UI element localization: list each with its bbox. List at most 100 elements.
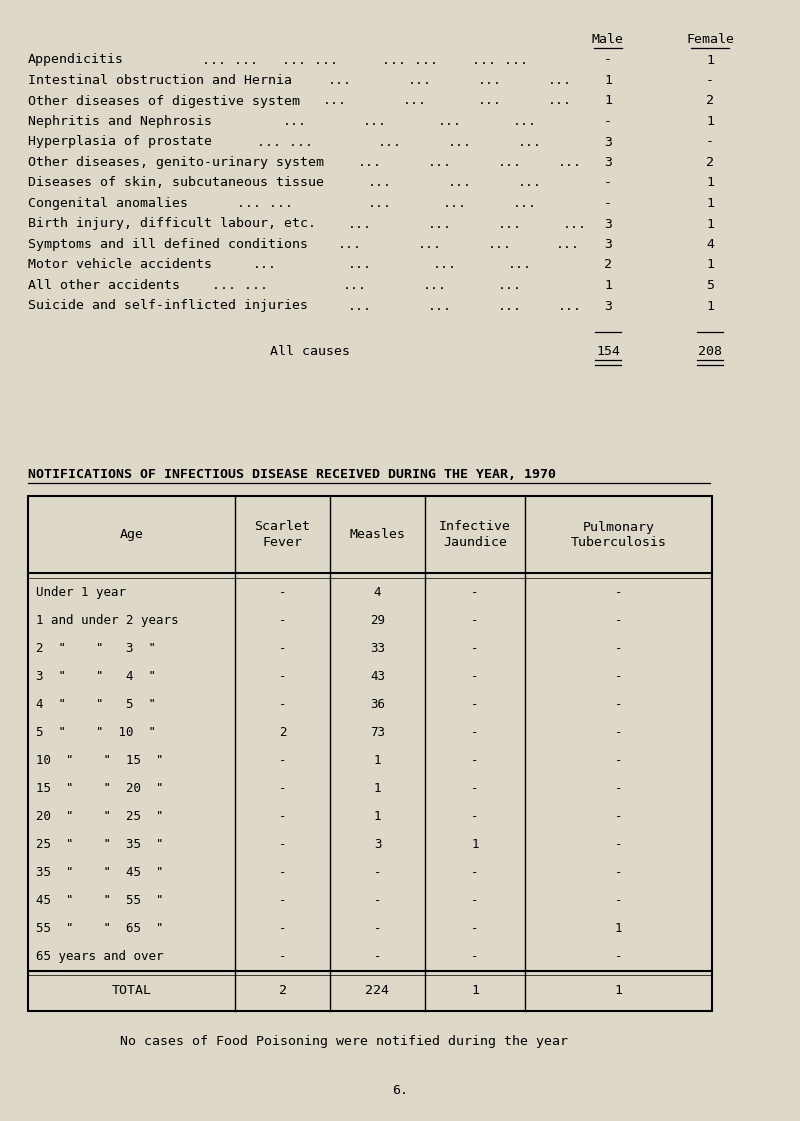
Text: ...: ... — [513, 115, 537, 128]
Text: -: - — [604, 54, 612, 66]
Text: 55  "    "  65  ": 55 " " 65 " — [36, 923, 163, 935]
Text: Suicide and self-inflicted injuries: Suicide and self-inflicted injuries — [28, 299, 308, 313]
Text: 1 and under 2 years: 1 and under 2 years — [36, 613, 178, 627]
Text: ...: ... — [556, 238, 580, 251]
Text: ...: ... — [548, 94, 572, 108]
Text: ...: ... — [428, 299, 452, 313]
Text: -: - — [374, 923, 382, 935]
Text: Pulmonary
Tuberculosis: Pulmonary Tuberculosis — [570, 520, 666, 548]
Text: NOTIFICATIONS OF INFECTIOUS DISEASE RECEIVED DURING THE YEAR, 1970: NOTIFICATIONS OF INFECTIOUS DISEASE RECE… — [28, 467, 556, 481]
Text: 1: 1 — [706, 54, 714, 66]
Text: 1: 1 — [471, 984, 479, 998]
Text: ...: ... — [428, 156, 452, 169]
Text: Measles: Measles — [350, 528, 406, 541]
Text: ...: ... — [368, 197, 392, 210]
Text: Other diseases, genito-urinary system: Other diseases, genito-urinary system — [28, 156, 324, 169]
Text: -: - — [614, 697, 622, 711]
Text: ...: ... — [363, 115, 387, 128]
Text: ...: ... — [423, 279, 447, 291]
Text: -: - — [278, 697, 286, 711]
Text: 36: 36 — [370, 697, 385, 711]
Text: 1: 1 — [374, 754, 382, 767]
Text: ...: ... — [518, 176, 542, 189]
Text: ...: ... — [448, 136, 472, 148]
Text: -: - — [614, 613, 622, 627]
Text: 1: 1 — [604, 74, 612, 87]
Text: 10  "    "  15  ": 10 " " 15 " — [36, 754, 163, 767]
Text: 20  "    "  25  ": 20 " " 25 " — [36, 810, 163, 823]
Text: ...: ... — [343, 279, 367, 291]
Text: -: - — [471, 951, 478, 963]
Text: -: - — [278, 867, 286, 879]
Text: 25  "    "  35  ": 25 " " 35 " — [36, 839, 163, 851]
Text: 3  "    "   4  ": 3 " " 4 " — [36, 669, 156, 683]
Text: -: - — [471, 726, 478, 739]
Text: ...: ... — [558, 299, 582, 313]
Text: 1: 1 — [604, 279, 612, 291]
Text: ...: ... — [478, 94, 502, 108]
Text: ... ...: ... ... — [237, 197, 293, 210]
Text: ...: ... — [438, 115, 462, 128]
Text: -: - — [471, 923, 478, 935]
Text: ...: ... — [558, 156, 582, 169]
Text: ...: ... — [328, 74, 352, 87]
Text: 2: 2 — [706, 94, 714, 108]
Text: -: - — [614, 669, 622, 683]
Text: Symptoms and ill defined conditions: Symptoms and ill defined conditions — [28, 238, 308, 251]
Text: -: - — [278, 810, 286, 823]
Text: ...: ... — [253, 259, 277, 271]
Text: -: - — [471, 669, 478, 683]
Text: ...: ... — [428, 217, 452, 231]
Text: 208: 208 — [698, 345, 722, 358]
Text: 43: 43 — [370, 669, 385, 683]
Text: -: - — [374, 895, 382, 907]
Text: 4: 4 — [374, 585, 382, 599]
Text: 154: 154 — [596, 345, 620, 358]
Text: -: - — [706, 136, 714, 148]
Text: Age: Age — [119, 528, 143, 541]
Text: 1: 1 — [604, 94, 612, 108]
Text: -: - — [614, 810, 622, 823]
Text: 1: 1 — [706, 217, 714, 231]
Text: -: - — [614, 726, 622, 739]
Text: -: - — [278, 641, 286, 655]
Text: -: - — [471, 895, 478, 907]
Text: ...: ... — [348, 259, 372, 271]
Text: 1: 1 — [706, 299, 714, 313]
Text: 73: 73 — [370, 726, 385, 739]
Text: -: - — [471, 810, 478, 823]
Text: Motor vehicle accidents: Motor vehicle accidents — [28, 259, 212, 271]
Text: ... ...: ... ... — [382, 54, 438, 66]
Text: Diseases of skin, subcutaneous tissue: Diseases of skin, subcutaneous tissue — [28, 176, 324, 189]
Text: ...: ... — [508, 259, 532, 271]
Text: All other accidents: All other accidents — [28, 279, 180, 291]
Text: Nephritis and Nephrosis: Nephritis and Nephrosis — [28, 115, 212, 128]
Text: ...: ... — [498, 299, 522, 313]
Text: ...: ... — [358, 156, 382, 169]
Text: -: - — [278, 782, 286, 795]
Text: ... ...: ... ... — [282, 54, 338, 66]
Text: Birth injury, difficult labour, etc.: Birth injury, difficult labour, etc. — [28, 217, 316, 231]
Text: ...: ... — [408, 74, 432, 87]
Text: ...: ... — [498, 156, 522, 169]
Text: -: - — [614, 641, 622, 655]
Text: ...: ... — [488, 238, 512, 251]
Text: Male: Male — [592, 33, 624, 46]
Text: Scarlet
Fever: Scarlet Fever — [254, 520, 310, 548]
Text: ...: ... — [548, 74, 572, 87]
Text: TOTAL: TOTAL — [111, 984, 151, 998]
Text: -: - — [604, 115, 612, 128]
Text: -: - — [614, 754, 622, 767]
Text: 1: 1 — [706, 115, 714, 128]
Text: 29: 29 — [370, 613, 385, 627]
Text: 2: 2 — [278, 984, 286, 998]
Text: -: - — [471, 585, 478, 599]
Text: Female: Female — [686, 33, 734, 46]
Text: 224: 224 — [366, 984, 390, 998]
Text: 3: 3 — [604, 217, 612, 231]
Text: Intestinal obstruction and Hernia: Intestinal obstruction and Hernia — [28, 74, 292, 87]
Text: 2: 2 — [706, 156, 714, 169]
Text: -: - — [706, 74, 714, 87]
Text: -: - — [614, 782, 622, 795]
Text: ...: ... — [323, 94, 347, 108]
